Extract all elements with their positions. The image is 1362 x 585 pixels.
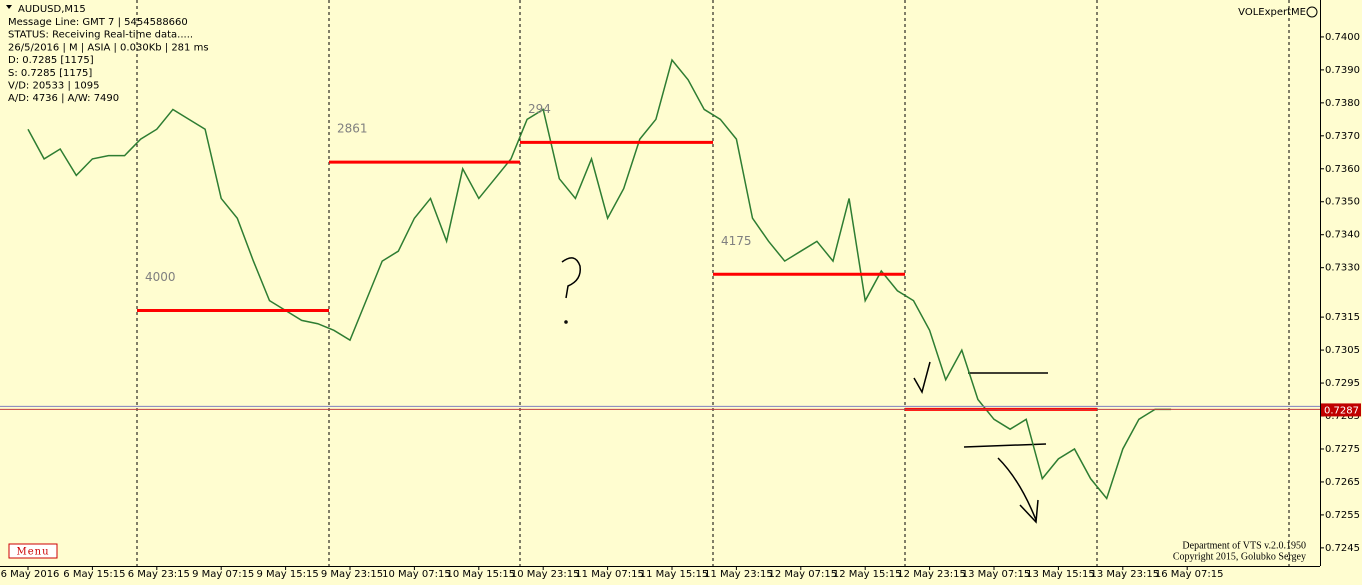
hand-question [561, 257, 581, 299]
y-tick-label: 0.7245 [1325, 543, 1360, 554]
y-tick-label: 0.7295 [1325, 378, 1360, 389]
expert-icon [1306, 6, 1318, 18]
hand-check [913, 361, 931, 394]
level-label: 4175 [721, 234, 752, 248]
y-tick-label: 0.7285 [1325, 411, 1360, 422]
y-tick-label: 0.7275 [1325, 444, 1360, 455]
x-tick-label: 13 May 23:15 [1091, 569, 1160, 580]
price-line [27, 58, 1172, 500]
x-tick-label: 6 May 15:15 [63, 569, 125, 580]
x-tick-label: 9 May 23:15 [321, 569, 383, 580]
level-label: 2861 [337, 122, 368, 136]
x-tick-label: 12 May 07:15 [769, 569, 838, 580]
symbol: AUDUSD,M15 [18, 4, 86, 15]
x-tick-label: 16 May 07:15 [1155, 569, 1224, 580]
info-line: STATUS: Receiving Real-time data..... [8, 30, 193, 41]
info-line: A/D: 4736 | A/W: 7490 [8, 93, 119, 104]
x-tick-label: 9 May 07:15 [192, 569, 254, 580]
x-tick-label: 13 May 07:15 [962, 569, 1031, 580]
info-line: Message Line: GMT 7 | 5454588660 [8, 17, 188, 28]
hand-arrow [997, 457, 1039, 524]
hand-dot [564, 320, 568, 324]
y-tick-label: 0.7340 [1325, 230, 1360, 241]
x-tick-label: 12 May 23:15 [897, 569, 966, 580]
info-line: V/D: 20533 | 1095 [8, 81, 99, 92]
level-label: 4000 [145, 270, 176, 284]
level-label: 294 [528, 102, 551, 116]
y-tick-label: 0.7265 [1325, 477, 1360, 488]
y-tick-label: 0.7360 [1325, 164, 1360, 175]
y-tick-label: 0.7350 [1325, 197, 1360, 208]
x-tick-label: 10 May 15:15 [447, 569, 516, 580]
footer: Copyright 2015, Golubko Sergey [1173, 551, 1306, 562]
price-label-box [1321, 403, 1361, 417]
menu-button[interactable] [8, 543, 58, 559]
current-price-label: 0.7287 [1324, 405, 1359, 416]
x-tick-label: 10 May 23:15 [511, 569, 580, 580]
info-line: D: 0.7285 [1175] [8, 55, 94, 66]
y-tick-label: 0.7400 [1325, 32, 1360, 43]
period-separators [136, 0, 1290, 566]
x-tick-label: 10 May 07:15 [382, 569, 451, 580]
x-tick-label: 9 May 15:15 [256, 569, 318, 580]
y-tick-label: 0.7370 [1325, 131, 1360, 142]
y-tick-label: 0.7315 [1325, 312, 1360, 323]
y-tick-label: 0.7390 [1325, 65, 1360, 76]
y-tick-label: 0.7255 [1325, 510, 1360, 521]
x-tick-label: 6 May 23:15 [128, 569, 190, 580]
x-tick-label: 6 May 2016 [1, 569, 60, 580]
menu-label[interactable]: Menu [16, 547, 49, 558]
x-tick-label: 13 May 15:15 [1026, 569, 1095, 580]
y-tick-label: 0.7330 [1325, 263, 1360, 274]
x-tick-label: 11 May 15:15 [640, 569, 709, 580]
x-tick-label: 11 May 23:15 [704, 569, 773, 580]
x-tick-label: 11 May 07:15 [575, 569, 644, 580]
expert-name: VOLExpertME [1238, 7, 1306, 18]
footer: Department of VTS v.2.0.1950 [1182, 540, 1306, 551]
info-line: 26/5/2016 | M | ASIA | 0.030Kb | 281 ms [8, 42, 209, 53]
y-tick-label: 0.7380 [1325, 98, 1360, 109]
y-tick-label: 0.7305 [1325, 345, 1360, 356]
drawings [561, 257, 1048, 524]
info-line: S: 0.7285 [1175] [8, 68, 92, 79]
dropdown-icon[interactable] [6, 5, 12, 9]
x-tick-label: 12 May 15:15 [833, 569, 902, 580]
